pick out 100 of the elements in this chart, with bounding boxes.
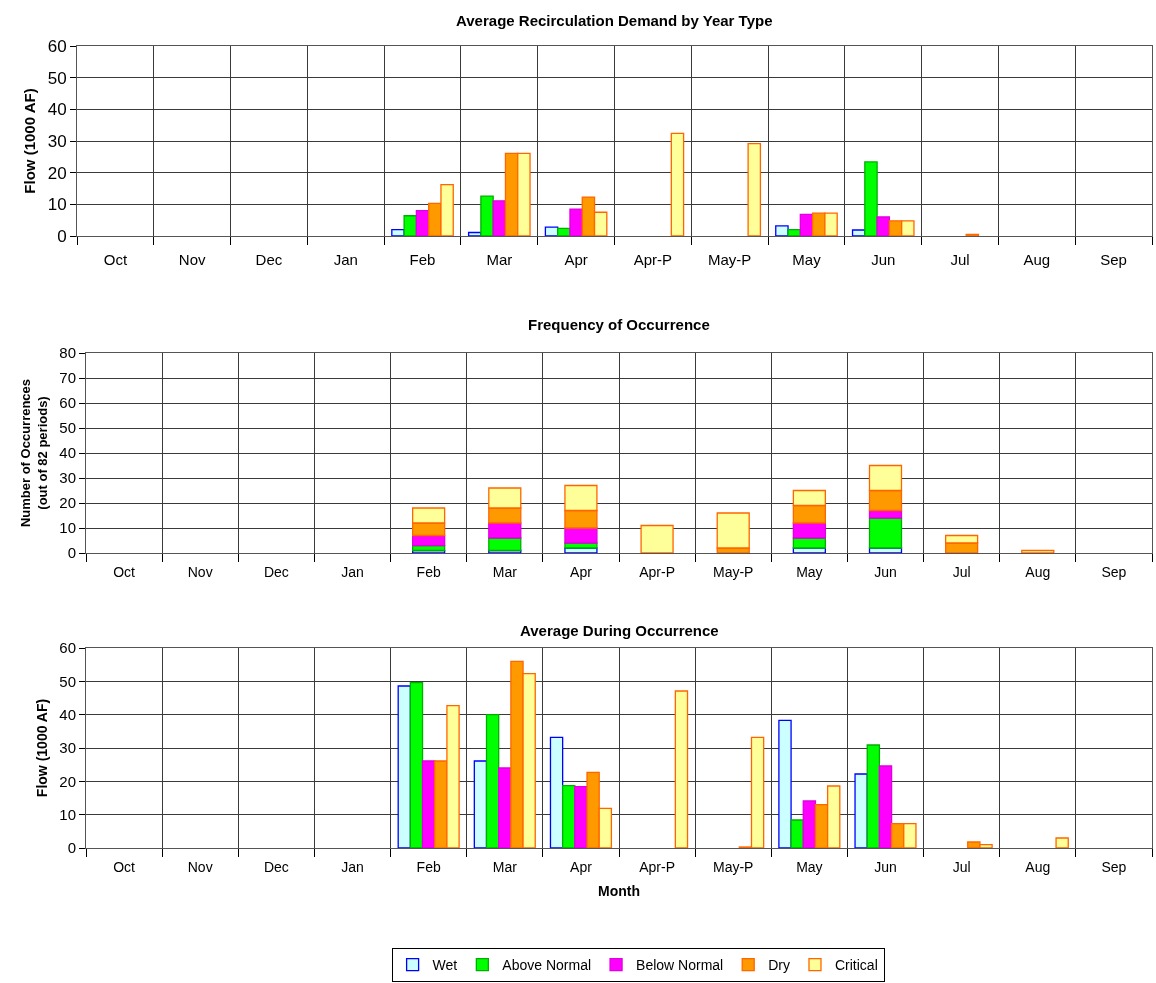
y-tick-label: 40	[59, 444, 76, 462]
x-tick-label: Nov	[178, 251, 207, 268]
x-tick-label: Feb	[416, 858, 441, 875]
bar	[775, 225, 789, 236]
x-tick-label: Jan	[333, 251, 358, 268]
x-tick-label: Oct	[113, 563, 136, 580]
bar	[640, 524, 674, 553]
legend-label: Above Normal	[502, 957, 592, 974]
bar	[674, 690, 689, 848]
x-tick-label: Aug	[1025, 563, 1051, 580]
y-tick-label: 0	[57, 226, 67, 246]
x-tick-label: Jun	[871, 251, 896, 268]
bar	[747, 142, 762, 236]
x-tick-label: Oct	[103, 251, 128, 268]
y-tick-label: 40	[47, 100, 67, 120]
y-axis-title: Number of Occurrences (out of 82 periods)	[18, 378, 51, 528]
x-tick-label: Dec	[255, 251, 283, 268]
y-tick-label: 0	[67, 544, 76, 562]
y-tick-label: 70	[59, 369, 76, 387]
bar	[802, 800, 817, 848]
x-tick-label: Mar	[486, 251, 513, 268]
x-tick-label: Nov	[187, 858, 213, 875]
legend-label: Wet	[432, 957, 458, 974]
x-tick-label: May-P	[712, 563, 754, 580]
y-tick-label: 10	[59, 805, 76, 823]
bar	[866, 744, 881, 848]
y-tick-label: 50	[47, 68, 67, 88]
chart-title: Frequency of Occurrence	[528, 316, 710, 333]
x-tick-label: May-P	[712, 858, 754, 875]
x-tick-label: Dec	[263, 563, 289, 580]
y-tick-label: 60	[59, 639, 76, 657]
y-tick-label: 30	[47, 131, 67, 151]
y-tick-label: 60	[59, 394, 76, 412]
bar	[876, 216, 891, 236]
x-tick-label: Apr-P	[639, 563, 675, 580]
x-tick-label: May	[792, 251, 822, 268]
chart-title: Average During Occurrence	[520, 622, 719, 639]
bar	[549, 736, 564, 848]
y-tick-label: 20	[59, 494, 76, 512]
x-tick-label: Aug	[1025, 858, 1051, 875]
legend-label: Critical	[834, 957, 878, 974]
bar	[544, 226, 559, 236]
bar	[485, 714, 500, 848]
y-tick-label: 20	[59, 772, 76, 790]
x-tick-label: Nov	[187, 563, 213, 580]
x-tick-label: Jun	[874, 563, 897, 580]
bar	[878, 765, 893, 848]
bar	[778, 719, 792, 848]
y-axis-title: Flow (1000 AF)	[33, 698, 50, 798]
x-tick-label: Apr-P	[633, 251, 673, 268]
bar	[854, 773, 868, 848]
y-tick-label: 10	[59, 519, 76, 537]
y-tick-label: 10	[47, 195, 67, 215]
chart-title: Average Recirculation Demand by Year Type	[456, 12, 773, 29]
x-tick-label: May	[796, 563, 823, 580]
bar	[1055, 837, 1069, 848]
y-tick-label: 50	[59, 419, 76, 437]
x-tick-label: Jul	[952, 563, 971, 580]
legend-label: Below Normal	[636, 957, 724, 974]
bar	[868, 517, 903, 549]
x-tick-label: Sep	[1101, 858, 1127, 875]
x-tick-label: Mar	[492, 563, 518, 580]
x-tick-label: May	[796, 858, 823, 875]
x-tick-label: Apr-P	[639, 858, 675, 875]
x-tick-label: Jan	[341, 858, 364, 875]
x-axis-title: Month	[598, 883, 640, 900]
bar	[1021, 549, 1055, 553]
x-tick-label: Feb	[409, 251, 436, 268]
x-tick-label: Aug	[1023, 251, 1051, 268]
bar	[480, 195, 494, 236]
bar	[716, 512, 750, 549]
x-tick-label: Apr	[564, 251, 588, 268]
x-tick-label: Mar	[492, 858, 518, 875]
bar	[851, 229, 866, 236]
x-tick-label: May-P	[708, 251, 752, 268]
x-tick-label: Apr	[570, 563, 593, 580]
y-tick-label: 40	[59, 705, 76, 723]
x-tick-label: Sep	[1101, 563, 1127, 580]
bar	[868, 509, 903, 519]
y-tick-label: 80	[59, 344, 76, 362]
y-tick-label: 20	[47, 163, 67, 183]
y-tick-label: 0	[67, 839, 76, 857]
bar	[790, 819, 804, 848]
x-tick-label: Jan	[341, 563, 364, 580]
bar	[787, 229, 801, 236]
x-tick-label: Jul	[952, 858, 971, 875]
x-tick-label: Oct	[113, 858, 136, 875]
bar	[488, 522, 522, 539]
y-tick-label: 30	[59, 469, 76, 487]
x-tick-label: Apr	[570, 858, 593, 875]
x-tick-label: Sep	[1100, 251, 1127, 268]
bar	[409, 682, 424, 848]
y-tick-label: 50	[59, 672, 76, 690]
x-tick-label: Jun	[874, 858, 897, 875]
x-tick-label: Dec	[263, 858, 289, 875]
y-tick-label: 30	[59, 739, 76, 757]
y-tick-label: 60	[47, 36, 67, 56]
bar	[391, 229, 405, 236]
bar	[864, 161, 878, 236]
y-axis-title: Flow (1000 AF)	[20, 88, 38, 194]
